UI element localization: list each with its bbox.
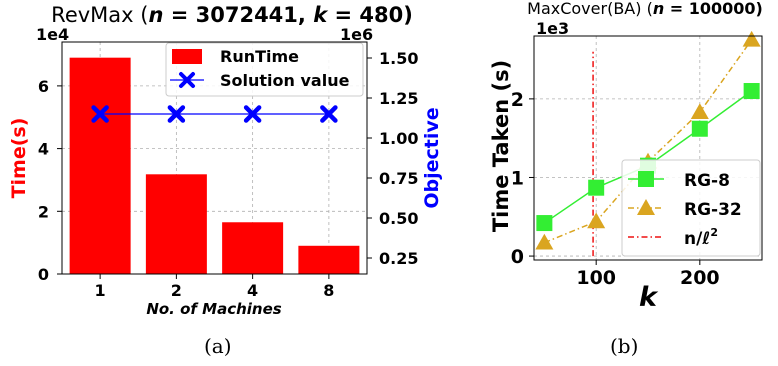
y-axis-label-right: Objective bbox=[421, 107, 443, 208]
right-y-tick-label: 0.50 bbox=[379, 209, 418, 228]
rg8-point bbox=[743, 83, 760, 100]
y-axis-label-left: Time(s) bbox=[8, 118, 30, 199]
b-legend-label-nl2: n/ℓ2 bbox=[684, 226, 718, 249]
b-y-ticks: 0 1 2 bbox=[511, 89, 534, 268]
right-y-tick-label: 1.00 bbox=[379, 129, 418, 148]
b-x-tick-label: 200 bbox=[680, 267, 720, 289]
b-offset-text: 1e3 bbox=[536, 19, 569, 38]
rg8-point bbox=[536, 215, 553, 232]
b-y-axis-label: Time Taken (s) bbox=[489, 60, 513, 232]
chart-a-title: RevMax (n = 3072441, k = 480) bbox=[51, 3, 413, 27]
b-y-tick-label: 2 bbox=[511, 89, 524, 111]
left-y-tick-label: 4 bbox=[38, 140, 49, 159]
caption-b: (b) bbox=[610, 334, 639, 358]
legend: RunTime Solution value bbox=[165, 42, 364, 97]
runtime-bar bbox=[69, 57, 131, 274]
b-x-ticks: 100 200 bbox=[576, 260, 720, 289]
x-tick-label: 1 bbox=[95, 281, 106, 300]
solution-value-point bbox=[320, 105, 338, 123]
b-legend: RG-8 RG-32 n/ℓ2 bbox=[621, 159, 761, 257]
chart-a-frame bbox=[61, 41, 368, 275]
b-legend-square-marker bbox=[638, 171, 654, 187]
rg8-point bbox=[691, 120, 708, 137]
solution-value-point bbox=[167, 105, 186, 123]
right-y-tick-label: 0.25 bbox=[379, 249, 418, 268]
left-y-tick-label: 6 bbox=[38, 77, 49, 96]
runtime-bar bbox=[222, 222, 284, 274]
left-y-ticks: 0 2 4 6 bbox=[38, 77, 62, 284]
b-y-tick-label: 0 bbox=[511, 246, 524, 268]
right-y-tick-label: 1.50 bbox=[379, 49, 418, 68]
runtime-bar bbox=[145, 174, 207, 274]
runtime-bar bbox=[298, 245, 360, 274]
right-y-tick-label: 1.25 bbox=[379, 89, 418, 108]
left-y-tick-label: 0 bbox=[38, 265, 49, 284]
rg32-point bbox=[742, 30, 761, 47]
solution-value-point bbox=[91, 105, 109, 123]
x-tick-label: 4 bbox=[247, 281, 258, 300]
runtime-bars bbox=[69, 57, 360, 274]
b-legend-triangle-marker bbox=[637, 199, 655, 215]
legend-box bbox=[165, 42, 364, 97]
right-y-ticks: 0.25 0.50 0.75 1.00 1.25 1.50 bbox=[367, 49, 418, 268]
b-x-tick-label: 100 bbox=[576, 267, 616, 289]
chart-b-frame bbox=[533, 35, 763, 261]
rg8-point bbox=[588, 179, 605, 196]
b-y-tick-label: 1 bbox=[511, 167, 524, 189]
legend-marker-x bbox=[179, 72, 195, 88]
b-legend-label-rg32: RG-32 bbox=[684, 200, 742, 220]
rg32-point bbox=[690, 103, 709, 119]
caption-a: (a) bbox=[204, 334, 232, 358]
left-y-tick-label: 2 bbox=[38, 202, 49, 221]
right-offset-text: 1e6 bbox=[340, 25, 373, 44]
rg32-point bbox=[535, 233, 554, 250]
left-offset-text: 1e4 bbox=[36, 25, 69, 44]
chart-b-title: MaxCover(BA) (n = 100000) bbox=[527, 0, 763, 18]
legend-label-solution: Solution value bbox=[220, 71, 350, 90]
x-ticks: 1 2 4 8 bbox=[95, 274, 334, 300]
legend-label-runtime: RunTime bbox=[220, 47, 299, 66]
rg32-point bbox=[587, 212, 606, 229]
right-y-tick-label: 0.75 bbox=[379, 169, 418, 188]
x-tick-label: 2 bbox=[171, 281, 182, 300]
b-x-axis-label: k bbox=[639, 282, 659, 313]
revmax-chart: RevMax (n = 3072441, k = 480) 1e4 1e6 0 2… bbox=[8, 3, 443, 318]
solution-value-line bbox=[91, 105, 338, 123]
b-legend-box bbox=[621, 159, 761, 257]
solution-value-point bbox=[243, 105, 262, 123]
maxcover-chart: MaxCover(BA) (n = 100000) 1e3 0 1 2 100 200… bbox=[489, 0, 763, 313]
x-tick-label: 8 bbox=[323, 281, 334, 300]
b-legend-label-rg8: RG-8 bbox=[684, 171, 730, 191]
legend-swatch-runtime bbox=[172, 49, 202, 64]
x-axis-label: No. of Machines bbox=[146, 300, 281, 318]
